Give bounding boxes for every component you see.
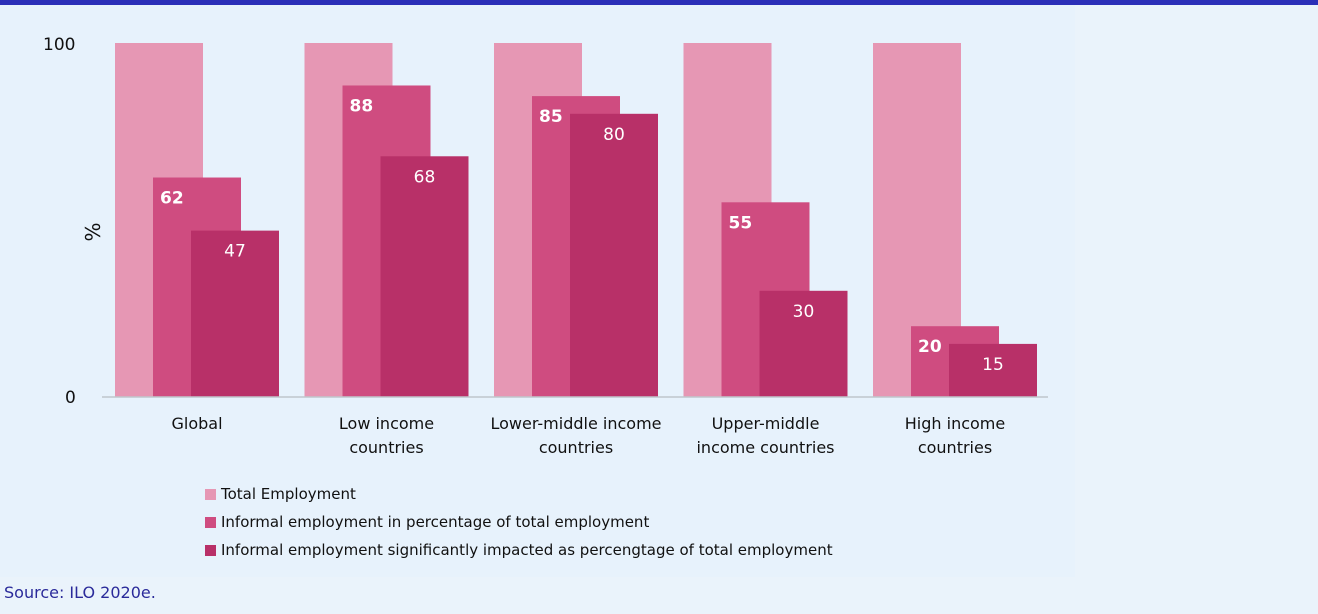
bar-s2-c1: [380, 156, 469, 397]
bar-s2-c2: [570, 113, 658, 398]
data-label-s1-c0: 62: [160, 189, 184, 209]
legend-item-total-employment: Total Employment: [205, 480, 965, 508]
x-tick-label-c3: Upper-middle income countries: [696, 414, 834, 457]
bars-layer: [115, 43, 1037, 398]
y-axis-label: %: [81, 222, 105, 241]
legend: Total Employment Informal employment in …: [205, 480, 965, 564]
legend-swatch-total-employment: [205, 488, 216, 500]
legend-label-informal-impacted: Informal employment significantly impact…: [221, 541, 833, 559]
y-tick-label-min: 0: [65, 388, 76, 408]
legend-item-informal-employment: Informal employment in percentage of tot…: [205, 508, 965, 536]
bar-s2-c3: [759, 290, 848, 397]
legend-swatch-informal-impacted: [205, 544, 216, 556]
data-label-s2-c2: 80: [603, 125, 625, 145]
data-label-s1-c2: 85: [539, 107, 563, 127]
legend-label-total-employment: Total Employment: [221, 485, 356, 503]
x-tick-label-c1: Low income countries: [339, 414, 434, 457]
data-label-s2-c3: 30: [793, 302, 815, 322]
y-tick-label-max: 100: [43, 35, 75, 55]
legend-swatch-informal-employment: [205, 516, 216, 528]
data-label-s1-c1: 88: [350, 96, 374, 116]
source-note: Source: ILO 2020e.: [4, 583, 156, 602]
x-tick-label-c2: Lower-middle income countries: [491, 414, 662, 457]
x-tick-label-c0: Global: [171, 414, 222, 433]
bar-s2-c4: [949, 343, 1037, 397]
x-tick-label-c4: High income countries: [905, 414, 1005, 457]
data-label-s2-c1: 68: [414, 167, 436, 187]
labels-layer: 62 47 Global 88 68 Low income countries 85 80 Low…: [160, 96, 1005, 457]
bar-s2-c0: [191, 230, 279, 397]
data-label-s2-c0: 47: [224, 242, 246, 262]
legend-label-informal-employment: Informal employment in percentage of tot…: [221, 513, 650, 531]
data-label-s2-c4: 15: [982, 355, 1004, 375]
data-label-s1-c3: 55: [729, 213, 753, 233]
top-accent-rule: [0, 0, 1318, 5]
legend-item-informal-impacted: Informal employment significantly impact…: [205, 536, 965, 564]
data-label-s1-c4: 20: [918, 337, 942, 357]
